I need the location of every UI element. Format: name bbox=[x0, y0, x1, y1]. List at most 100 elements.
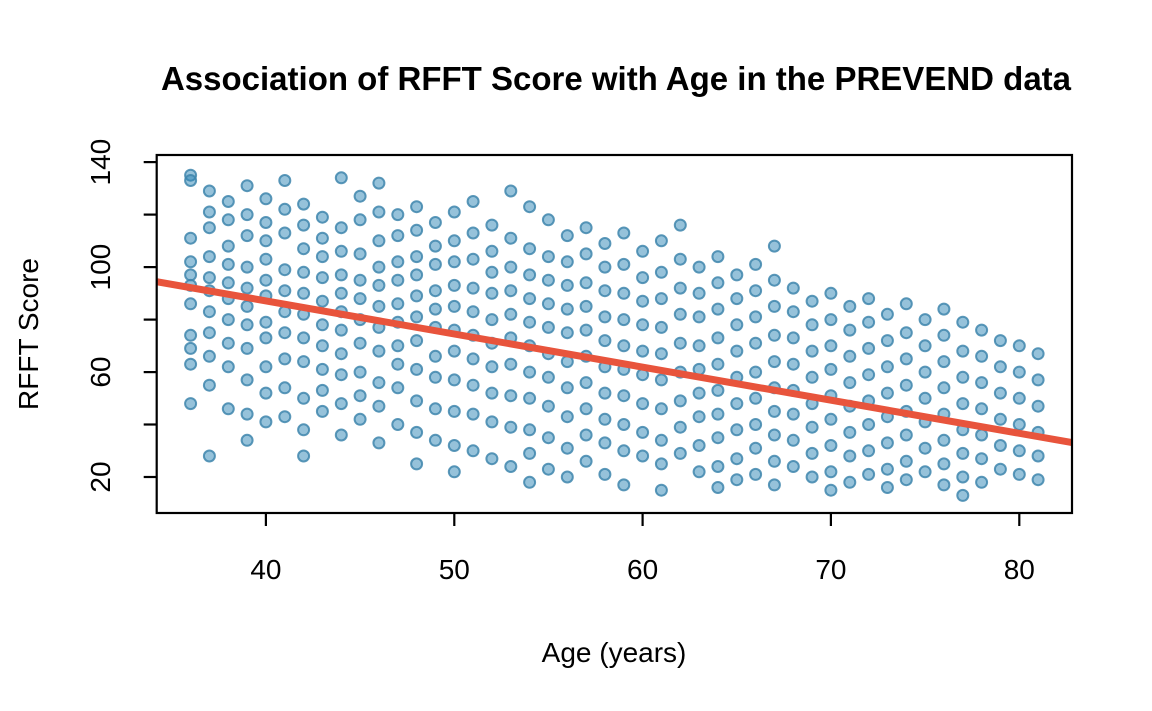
scatter-point bbox=[598, 310, 612, 324]
scatter-point bbox=[259, 315, 273, 329]
y-axis: 20 60 100 140 bbox=[85, 139, 157, 493]
scatter-point bbox=[372, 436, 386, 450]
scatter-point bbox=[673, 446, 687, 460]
scatter-point bbox=[786, 407, 800, 421]
scatter-point bbox=[579, 276, 593, 290]
scatter-point bbox=[843, 349, 857, 363]
scatter-point bbox=[428, 349, 442, 363]
scatter-point bbox=[541, 462, 555, 476]
scatter-point bbox=[560, 441, 574, 455]
scatter-point bbox=[315, 250, 329, 264]
scatter-point bbox=[805, 294, 819, 308]
scatter-point bbox=[428, 370, 442, 384]
scatter-point bbox=[598, 467, 612, 481]
scatter-point bbox=[579, 376, 593, 390]
scatter-point bbox=[447, 299, 461, 313]
scatter-point bbox=[447, 373, 461, 387]
scatter-point bbox=[824, 412, 838, 426]
scatter-point bbox=[504, 420, 518, 434]
scatter-point bbox=[504, 307, 518, 321]
scatter-point bbox=[447, 205, 461, 219]
scatter-point bbox=[598, 284, 612, 298]
scatter-point bbox=[334, 268, 348, 282]
scatter-point bbox=[975, 376, 989, 390]
scatter-point bbox=[918, 339, 932, 353]
scatter-point bbox=[654, 320, 668, 334]
scatter-point bbox=[579, 402, 593, 416]
scatter-point bbox=[1012, 365, 1026, 379]
scatter-point bbox=[447, 255, 461, 269]
scatter-point bbox=[598, 436, 612, 450]
scatter-point bbox=[1031, 449, 1045, 463]
scatter-point bbox=[504, 460, 518, 473]
scatter-point bbox=[786, 331, 800, 345]
scatter-point bbox=[523, 446, 537, 460]
scatter-point bbox=[240, 229, 254, 243]
scatter-point bbox=[767, 239, 781, 253]
scatter-point bbox=[410, 457, 424, 471]
scatter-point bbox=[221, 360, 235, 374]
scatter-point bbox=[767, 355, 781, 369]
scatter-point bbox=[466, 252, 480, 266]
scatter-point bbox=[541, 431, 555, 445]
scatter-point bbox=[1031, 373, 1045, 387]
scatter-point bbox=[880, 436, 894, 450]
scatter-point bbox=[541, 273, 555, 287]
scatter-point bbox=[1012, 444, 1026, 458]
scatter-point bbox=[598, 412, 612, 426]
scatter-point bbox=[692, 465, 706, 479]
scatter-point bbox=[711, 431, 725, 445]
scatter-point bbox=[805, 344, 819, 358]
scatter-point bbox=[240, 373, 254, 387]
scatter-point bbox=[541, 320, 555, 334]
scatter-point bbox=[786, 357, 800, 371]
scatter-point bbox=[278, 202, 292, 216]
scatter-point bbox=[485, 286, 499, 300]
scatter-point bbox=[899, 352, 913, 366]
scatter-point bbox=[202, 205, 216, 219]
scatter-point bbox=[692, 410, 706, 424]
scatter-point bbox=[937, 381, 951, 395]
scatter-point bbox=[899, 326, 913, 340]
scatter-point bbox=[937, 433, 951, 447]
scatter-point bbox=[466, 195, 480, 208]
scatter-point bbox=[617, 257, 631, 271]
scatter-point bbox=[824, 439, 838, 452]
scatter-point bbox=[730, 452, 744, 466]
scatter-point bbox=[749, 365, 763, 379]
scatter-point bbox=[711, 357, 725, 371]
scatter-point bbox=[259, 192, 273, 206]
trend-line-layer bbox=[156, 278, 1072, 447]
scatter-point bbox=[353, 365, 367, 379]
y-tick-label: 20 bbox=[85, 461, 116, 492]
scatter-point bbox=[579, 428, 593, 442]
scatter-point bbox=[654, 347, 668, 361]
scatter-point bbox=[692, 310, 706, 324]
scatter-point bbox=[485, 244, 499, 258]
scatter-point bbox=[767, 454, 781, 468]
scatter-point bbox=[428, 402, 442, 416]
scatter-point bbox=[410, 223, 424, 237]
scatter-point bbox=[372, 299, 386, 313]
scatter-point bbox=[410, 310, 424, 324]
scatter-points-layer bbox=[184, 168, 1045, 502]
y-tick-label: 60 bbox=[85, 357, 116, 388]
scatter-point bbox=[297, 242, 311, 256]
scatter-point bbox=[636, 244, 650, 258]
scatter-point bbox=[259, 386, 273, 400]
scatter-point bbox=[560, 410, 574, 424]
scatter-point bbox=[654, 265, 668, 279]
scatter-point bbox=[466, 226, 480, 240]
scatter-point bbox=[654, 373, 668, 387]
scatter-point bbox=[259, 234, 273, 248]
scatter-point bbox=[372, 260, 386, 274]
scatter-point bbox=[805, 446, 819, 460]
scatter-point bbox=[767, 299, 781, 313]
scatter-point bbox=[636, 294, 650, 308]
scatter-point bbox=[504, 284, 518, 298]
scatter-point bbox=[391, 339, 405, 353]
scatter-point bbox=[880, 481, 894, 494]
scatter-point bbox=[410, 425, 424, 439]
scatter-point bbox=[184, 255, 198, 269]
